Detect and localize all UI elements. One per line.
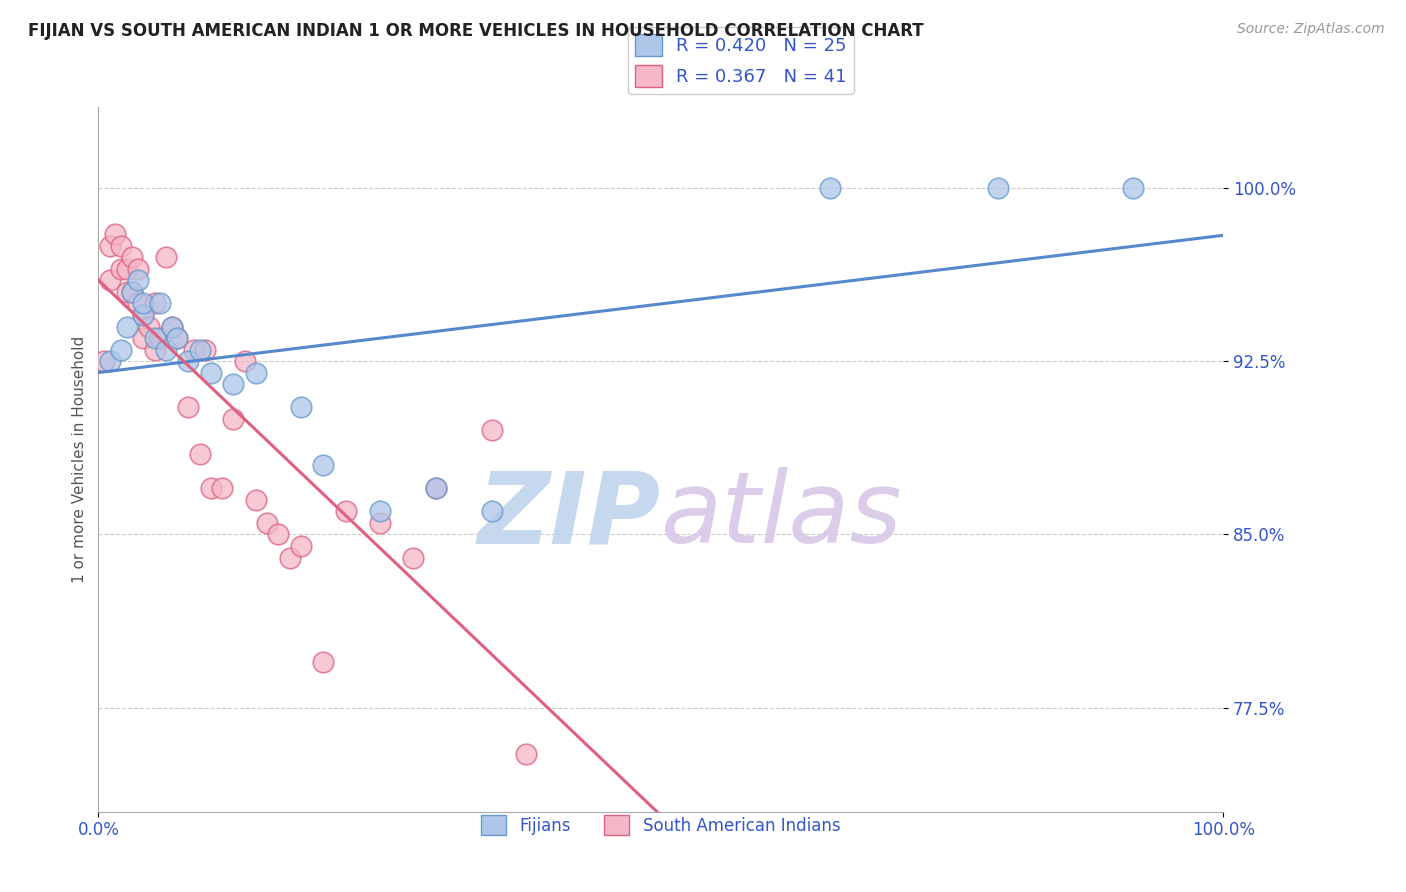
Point [138, 319, 160, 334]
Point [110, 261, 132, 276]
Point [143, 296, 166, 310]
Point [160, 319, 183, 334]
Point [267, 527, 290, 541]
Text: ZIP: ZIP [478, 467, 661, 565]
Point [290, 401, 312, 415]
Point [177, 401, 200, 415]
Point [132, 331, 155, 345]
Point [233, 354, 256, 368]
Text: atlas: atlas [661, 467, 903, 565]
Point [481, 424, 503, 438]
Point [132, 308, 155, 322]
Point [368, 516, 391, 530]
Point [222, 377, 245, 392]
Point [132, 296, 155, 310]
Point [200, 481, 222, 495]
Point [425, 481, 447, 495]
Point [256, 516, 278, 530]
Point [312, 655, 335, 669]
Point [115, 261, 138, 276]
Point [166, 331, 188, 345]
Point [402, 550, 425, 565]
Point [245, 492, 267, 507]
Point [222, 412, 245, 426]
Point [166, 331, 188, 345]
Point [143, 331, 166, 345]
Point [425, 481, 447, 495]
Point [290, 539, 312, 553]
Point [155, 343, 177, 357]
Text: FIJIAN VS SOUTH AMERICAN INDIAN 1 OR MORE VEHICLES IN HOUSEHOLD CORRELATION CHAR: FIJIAN VS SOUTH AMERICAN INDIAN 1 OR MOR… [28, 22, 924, 40]
Point [245, 366, 267, 380]
Point [115, 285, 138, 299]
Point [121, 250, 143, 264]
Point [194, 343, 217, 357]
Point [98, 238, 121, 252]
Point [115, 319, 138, 334]
Point [121, 285, 143, 299]
Point [481, 504, 503, 518]
Point [188, 343, 211, 357]
Point [98, 273, 121, 287]
Point [177, 354, 200, 368]
Point [143, 343, 166, 357]
Text: Source: ZipAtlas.com: Source: ZipAtlas.com [1237, 22, 1385, 37]
Point [149, 296, 172, 310]
Point [312, 458, 335, 472]
Point [515, 747, 537, 761]
Point [1122, 181, 1144, 195]
Point [104, 227, 127, 241]
Point [987, 181, 1010, 195]
Point [188, 447, 211, 461]
Point [183, 343, 205, 357]
Point [98, 354, 121, 368]
Point [368, 504, 391, 518]
Point [110, 343, 132, 357]
Point [127, 273, 149, 287]
Point [335, 504, 357, 518]
Y-axis label: 1 or more Vehicles in Household: 1 or more Vehicles in Household [72, 335, 87, 583]
Point [155, 250, 177, 264]
Point [278, 550, 301, 565]
Point [121, 285, 143, 299]
Point [149, 331, 172, 345]
Point [110, 238, 132, 252]
Point [127, 261, 149, 276]
Legend: Fijians, South American Indians: Fijians, South American Indians [475, 808, 846, 842]
Point [818, 181, 841, 195]
Point [93, 354, 115, 368]
Point [200, 366, 222, 380]
Point [132, 308, 155, 322]
Point [211, 481, 233, 495]
Point [160, 319, 183, 334]
Point [127, 296, 149, 310]
